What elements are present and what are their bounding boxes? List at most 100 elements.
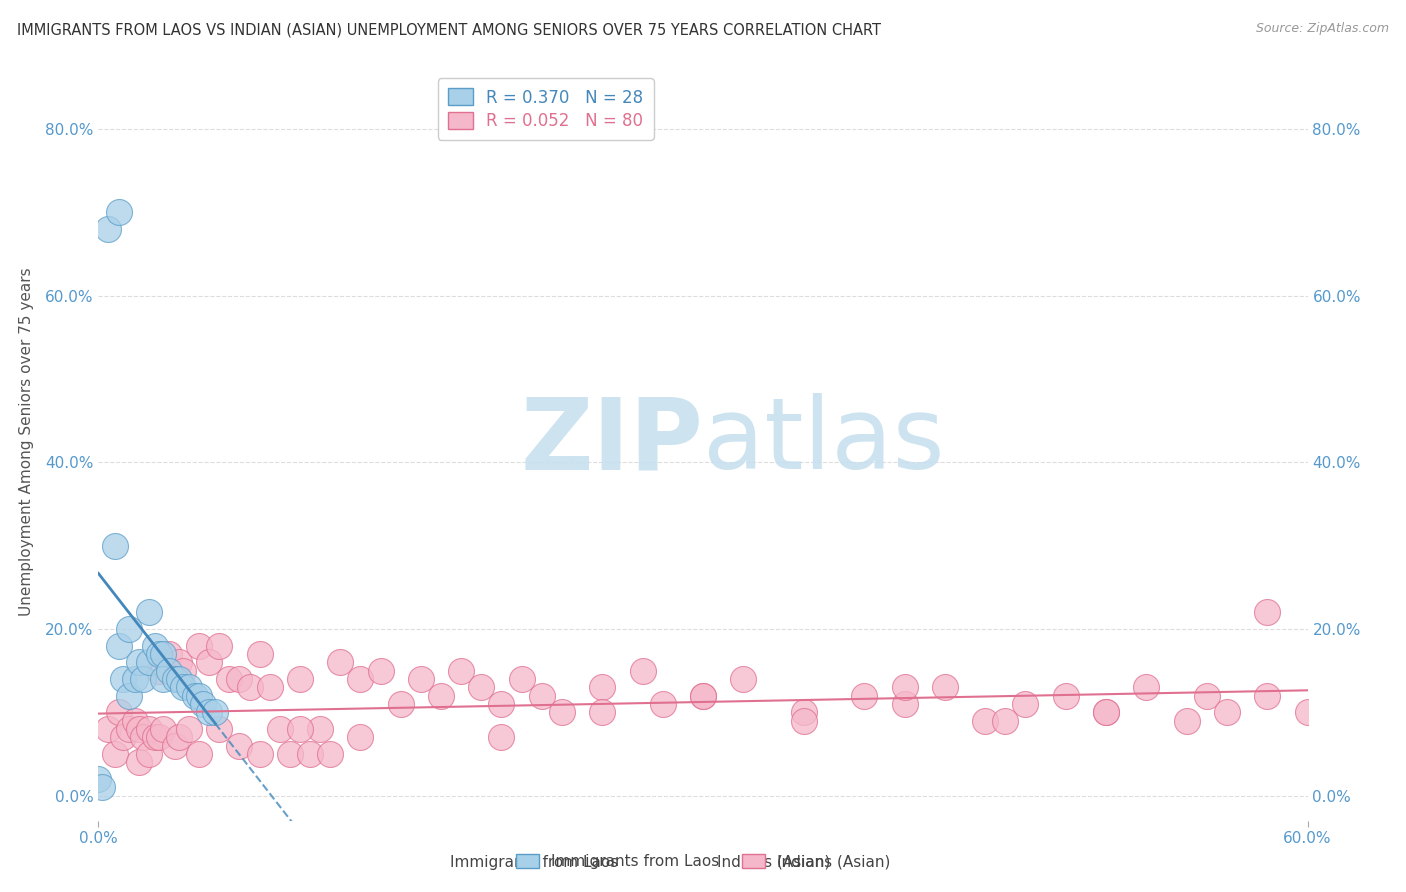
- Point: [188, 747, 211, 761]
- Point: [1216, 706, 1239, 720]
- Point: [934, 681, 956, 695]
- Point: [893, 697, 915, 711]
- Point: [1195, 689, 1218, 703]
- Point: [124, 714, 146, 728]
- Point: [974, 714, 997, 728]
- Point: [148, 731, 170, 745]
- Point: [491, 731, 513, 745]
- Legend: Immigrants from Laos, Indians (Asian): Immigrants from Laos, Indians (Asian): [509, 848, 897, 875]
- Point: [389, 697, 412, 711]
- Point: [299, 747, 322, 761]
- Point: [179, 722, 201, 736]
- Point: [118, 622, 141, 636]
- Point: [172, 681, 194, 695]
- Point: [143, 639, 166, 653]
- Text: Indians (Asian): Indians (Asian): [717, 855, 830, 870]
- Point: [138, 747, 160, 761]
- Point: [91, 780, 114, 795]
- Point: [430, 689, 453, 703]
- Point: [163, 739, 186, 753]
- Point: [591, 681, 613, 695]
- Point: [167, 731, 190, 745]
- Point: [278, 747, 301, 761]
- Point: [143, 731, 166, 745]
- Point: [218, 672, 240, 686]
- Point: [491, 697, 513, 711]
- Point: [1135, 681, 1157, 695]
- Point: [107, 706, 129, 720]
- Point: [793, 714, 815, 728]
- Point: [269, 722, 291, 736]
- Point: [118, 722, 141, 736]
- Point: [138, 605, 160, 619]
- Point: [631, 664, 654, 678]
- Point: [450, 664, 472, 678]
- Point: [184, 689, 207, 703]
- Point: [329, 656, 352, 670]
- Point: [239, 681, 262, 695]
- Point: [1095, 706, 1118, 720]
- Point: [259, 681, 281, 695]
- Point: [128, 722, 150, 736]
- Point: [188, 639, 211, 653]
- Text: atlas: atlas: [703, 393, 945, 490]
- Point: [510, 672, 533, 686]
- Point: [853, 689, 876, 703]
- Point: [148, 664, 170, 678]
- Point: [530, 689, 553, 703]
- Point: [138, 722, 160, 736]
- Legend: R = 0.370   N = 28, R = 0.052   N = 80: R = 0.370 N = 28, R = 0.052 N = 80: [439, 78, 654, 140]
- Point: [193, 697, 215, 711]
- Point: [87, 772, 110, 786]
- Point: [994, 714, 1017, 728]
- Point: [1175, 714, 1198, 728]
- Point: [172, 664, 194, 678]
- Point: [1054, 689, 1077, 703]
- Point: [692, 689, 714, 703]
- Point: [97, 722, 120, 736]
- Point: [319, 747, 342, 761]
- Point: [249, 647, 271, 661]
- Point: [893, 681, 915, 695]
- Point: [167, 656, 190, 670]
- Point: [228, 672, 250, 686]
- Text: Immigrants from Laos: Immigrants from Laos: [450, 855, 619, 870]
- Point: [733, 672, 755, 686]
- Point: [157, 664, 180, 678]
- Text: ZIP: ZIP: [520, 393, 703, 490]
- Point: [470, 681, 492, 695]
- Point: [167, 672, 190, 686]
- Point: [132, 731, 155, 745]
- Point: [152, 672, 174, 686]
- Point: [163, 672, 186, 686]
- Point: [288, 672, 311, 686]
- Point: [349, 672, 371, 686]
- Point: [152, 647, 174, 661]
- Point: [128, 656, 150, 670]
- Point: [111, 731, 134, 745]
- Point: [208, 639, 231, 653]
- Point: [309, 722, 332, 736]
- Point: [107, 639, 129, 653]
- Point: [349, 731, 371, 745]
- Point: [107, 205, 129, 219]
- Point: [370, 664, 392, 678]
- Text: IMMIGRANTS FROM LAOS VS INDIAN (ASIAN) UNEMPLOYMENT AMONG SENIORS OVER 75 YEARS : IMMIGRANTS FROM LAOS VS INDIAN (ASIAN) U…: [17, 22, 882, 37]
- Point: [228, 739, 250, 753]
- Point: [97, 222, 120, 236]
- Point: [198, 656, 221, 670]
- Point: [1256, 605, 1278, 619]
- Point: [288, 722, 311, 736]
- Point: [409, 672, 432, 686]
- Point: [1256, 689, 1278, 703]
- Point: [188, 689, 211, 703]
- Y-axis label: Unemployment Among Seniors over 75 years: Unemployment Among Seniors over 75 years: [18, 268, 34, 615]
- Point: [157, 647, 180, 661]
- Point: [793, 706, 815, 720]
- Point: [651, 697, 673, 711]
- Text: Source: ZipAtlas.com: Source: ZipAtlas.com: [1256, 22, 1389, 36]
- Point: [138, 656, 160, 670]
- Point: [591, 706, 613, 720]
- Point: [1095, 706, 1118, 720]
- Point: [1296, 706, 1319, 720]
